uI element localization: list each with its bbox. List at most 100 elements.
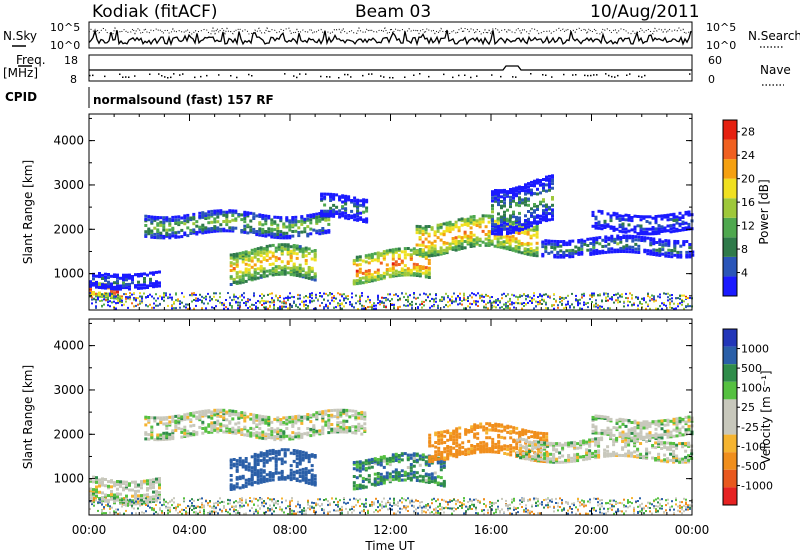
velocity-echo-cell <box>107 480 110 484</box>
power-echo-cell <box>658 250 662 254</box>
power-echo-cell <box>512 210 515 214</box>
nave-point <box>179 74 181 76</box>
power-echo-cell <box>594 221 598 225</box>
velocity-echo-cell <box>213 421 217 425</box>
power-noise-cell <box>657 307 659 310</box>
velocity-echo-cell <box>110 493 113 497</box>
velocity-echo-cell <box>253 480 257 484</box>
noise-search-trace <box>88 26 692 36</box>
power-noise-cell <box>193 292 195 295</box>
power-noise-cell <box>377 298 379 301</box>
velocity-echo-cell <box>304 479 308 483</box>
power-echo-cell <box>527 225 530 229</box>
velocity-echo-cell <box>418 463 422 467</box>
velocity-echo-cell <box>235 462 239 466</box>
velocity-echo-cell <box>385 474 389 478</box>
power-echo-cell <box>156 222 160 226</box>
velocity-echo-cell <box>479 444 483 448</box>
power-noise-cell <box>657 295 659 298</box>
power-noise-cell <box>191 294 193 297</box>
power-echo-cell <box>478 220 482 224</box>
velocity-echo-cell <box>158 492 161 496</box>
power-echo-cell <box>442 251 446 255</box>
power-echo-cell <box>436 223 440 227</box>
power-echo-cell <box>270 229 274 233</box>
power-echo-cell <box>388 273 392 277</box>
velocity-echo-cell <box>270 436 274 440</box>
power-noise-cell <box>115 307 117 310</box>
velocity-echo-cell <box>355 463 359 467</box>
power-echo-cell <box>315 218 319 222</box>
power-echo-cell <box>550 239 554 243</box>
velocity-echo-cell <box>379 458 383 462</box>
velocity-echo-cell <box>467 447 471 451</box>
power-echo-cell <box>320 194 324 198</box>
velocity-echo-cell <box>452 429 456 433</box>
power-echo-cell <box>655 241 659 244</box>
power-echo-cell <box>324 229 328 233</box>
velocity-echo-cell <box>252 432 256 436</box>
power-echo-cell <box>107 280 110 284</box>
power-noise-cell <box>625 297 627 299</box>
velocity-echo-cell <box>210 410 214 414</box>
velocity-echo-cell <box>342 427 346 431</box>
power-noise-cell <box>285 301 287 304</box>
velocity-echo-cell <box>213 408 217 412</box>
power-echo-cell <box>541 240 545 244</box>
power-noise-cell <box>399 305 401 308</box>
power-noise-cell <box>393 307 395 310</box>
power-colorbar-swatch <box>723 237 737 257</box>
velocity-echo-cell <box>122 502 125 506</box>
power-echo-cell <box>229 276 233 280</box>
power-echo-cell <box>551 203 554 207</box>
power-noise-cell <box>391 304 393 306</box>
velocity-echo-cell <box>307 455 311 459</box>
power-echo-cell <box>297 231 301 234</box>
velocity-echo-cell <box>177 416 181 419</box>
power-echo-cell <box>149 271 152 275</box>
velocity-echo-cell <box>409 456 413 460</box>
power-echo-cell <box>125 273 128 277</box>
velocity-echo-cell <box>458 449 462 453</box>
power-echo-cell <box>436 229 440 233</box>
power-noise-cell <box>429 306 431 309</box>
power-noise-cell <box>89 295 91 298</box>
power-noise-cell <box>133 297 135 300</box>
power-echo-cell <box>607 236 611 240</box>
velocity-echo-cell <box>113 498 116 502</box>
power-noise-cell <box>231 305 233 308</box>
power-echo-cell <box>421 243 425 247</box>
power-noise-cell <box>605 300 607 302</box>
power-echo-cell <box>234 226 238 230</box>
power-noise-cell <box>661 307 663 310</box>
nave-point <box>530 73 532 75</box>
power-echo-cell <box>152 271 155 275</box>
power-echo-cell <box>262 275 266 279</box>
power-echo-cell <box>591 210 595 214</box>
velocity-echo-cell <box>333 408 337 412</box>
power-echo-cell <box>530 211 533 215</box>
power-noise-cell <box>201 299 203 302</box>
power-echo-cell <box>241 257 245 261</box>
power-echo-cell <box>631 245 635 249</box>
power-noise-cell <box>371 307 373 310</box>
power-noise-cell <box>153 297 155 300</box>
velocity-echo-cell <box>437 431 441 435</box>
power-noise-cell <box>341 302 343 305</box>
power-echo-cell <box>484 233 488 236</box>
velocity-echo-cell <box>437 457 441 461</box>
power-echo-cell <box>526 252 530 256</box>
power-echo-cell <box>676 254 680 257</box>
power-noise-cell <box>147 295 149 297</box>
power-noise-cell <box>397 306 399 309</box>
power-noise-cell <box>133 292 135 295</box>
power-echo-cell <box>604 244 608 248</box>
power-noise-cell <box>609 297 611 300</box>
power-noise-cell <box>659 293 661 296</box>
power-echo-cell <box>472 243 476 246</box>
power-echo-cell <box>679 244 683 248</box>
power-echo-cell <box>524 214 527 218</box>
power-echo-cell <box>282 231 286 235</box>
velocity-echo-cell <box>261 418 265 422</box>
